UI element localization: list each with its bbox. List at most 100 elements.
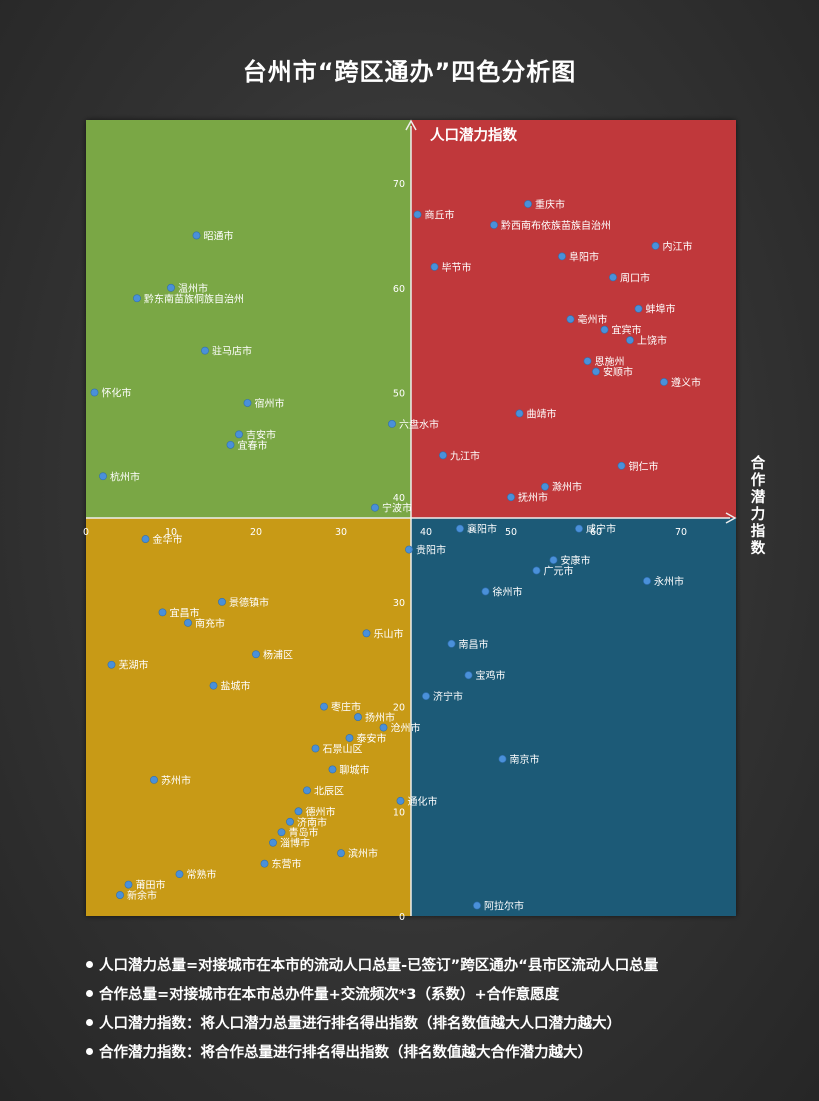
data-point [532,566,541,575]
data-point [379,723,388,732]
data-point [184,618,192,627]
data-point-label: 宜昌市 [170,606,200,619]
data-point-label: 扬州市 [365,711,395,724]
y-tick-label: 70 [393,179,405,190]
data-point-label: 济南市 [297,816,327,829]
data-point-label: 宜宾市 [612,324,642,337]
data-point [201,346,209,355]
data-point-label: 常熟市 [187,868,217,881]
data-point-label: 毕节市 [442,261,472,274]
data-point-label: 芜湖市 [119,659,149,672]
x-tick-label: 20 [250,527,262,538]
data-point [422,692,430,701]
data-point-label: 济宁市 [433,690,463,703]
data-point [141,535,150,543]
data-point-label: 苏州市 [161,774,191,787]
data-point [600,325,609,334]
data-point [192,231,201,240]
data-point [490,221,498,229]
quadrant-top-left [86,120,411,518]
y-axis-label: 人口潜力指数 [430,126,517,144]
data-point [294,807,303,816]
data-point-label: 南昌市 [459,638,489,651]
data-point-label: 吉安市 [246,428,276,441]
data-point-label: 阜阳市 [569,250,599,263]
data-point [447,639,456,648]
data-point-label: 黔西南布依族苗族自治州 [501,219,611,232]
data-point [575,524,583,533]
data-point [328,765,337,774]
data-point-label: 铜仁市 [629,460,659,473]
data-point [371,503,379,512]
data-point [524,200,532,208]
data-point [209,681,218,690]
data-point [226,440,235,449]
data-point [396,796,405,805]
data-point-label: 永州市 [654,575,684,588]
data-point [286,817,294,826]
bullet-icon [86,960,93,968]
note-3: 人口潜力指数：将人口潜力总量进行排名得出指数（排名数值越大人口潜力越大） [86,1013,806,1042]
data-point [362,629,371,638]
data-point-label: 宁波市 [382,502,412,515]
data-point-label: 莆田市 [136,879,166,892]
data-point [150,775,158,784]
data-point-label: 通化市 [408,795,438,808]
data-point [99,472,107,481]
data-point [277,828,286,837]
data-point [439,451,447,460]
data-point [651,242,660,250]
data-point-label: 盐城市 [221,680,251,693]
data-point [388,420,396,428]
data-point-label: 驻马店市 [212,345,252,358]
data-point [643,577,651,585]
y-tick-label: 40 [393,493,405,504]
data-point [269,838,277,847]
data-point [158,608,167,617]
x-tick-label: 30 [335,527,347,538]
data-point [107,660,116,669]
data-point-label: 金华市 [153,533,183,546]
data-point-label: 枣庄市 [331,701,361,714]
data-point [617,461,626,470]
data-point [116,891,124,899]
x-tick-label: 60 [590,527,602,538]
data-point [507,493,515,502]
x-tick-label: 70 [675,527,687,538]
data-point [541,482,549,491]
data-point [558,252,566,261]
y-tick-label: 30 [393,598,405,609]
data-point [124,880,133,889]
x-tick-label: 10 [165,527,177,538]
data-point [515,409,524,418]
data-point-label: 遵义市 [671,376,701,389]
data-point-label: 乐山市 [374,627,404,640]
y-tick-label: 20 [393,703,405,714]
data-point [167,283,175,292]
data-point-label: 黔东南苗族侗族自治州 [144,292,244,305]
data-point-label: 石景山区 [323,743,363,755]
data-point [592,367,600,376]
y-tick-label: 50 [393,389,405,400]
data-point-label: 杭州市 [110,470,140,483]
data-point [464,671,473,680]
data-point-label: 贵阳市 [416,544,446,557]
data-point [405,545,413,554]
data-point [303,786,311,795]
data-point-label: 周口市 [620,271,650,284]
data-point-label: 温州市 [178,282,208,295]
data-point-label: 怀化市 [102,387,132,400]
x-tick-label: 50 [505,527,517,538]
quadrant-bottom-right [411,518,736,916]
data-point [218,598,226,606]
data-point-label: 青岛市 [289,826,319,839]
data-point [260,859,269,868]
data-point-label: 重庆市 [535,198,565,211]
data-point-label: 上饶市 [637,334,667,347]
data-point [90,388,99,397]
data-point-label: 徐州市 [493,585,523,598]
data-point-label: 南京市 [510,753,540,766]
data-point-label: 新余市 [127,889,157,902]
data-point [609,273,617,282]
data-point-label: 滁州市 [552,481,582,494]
